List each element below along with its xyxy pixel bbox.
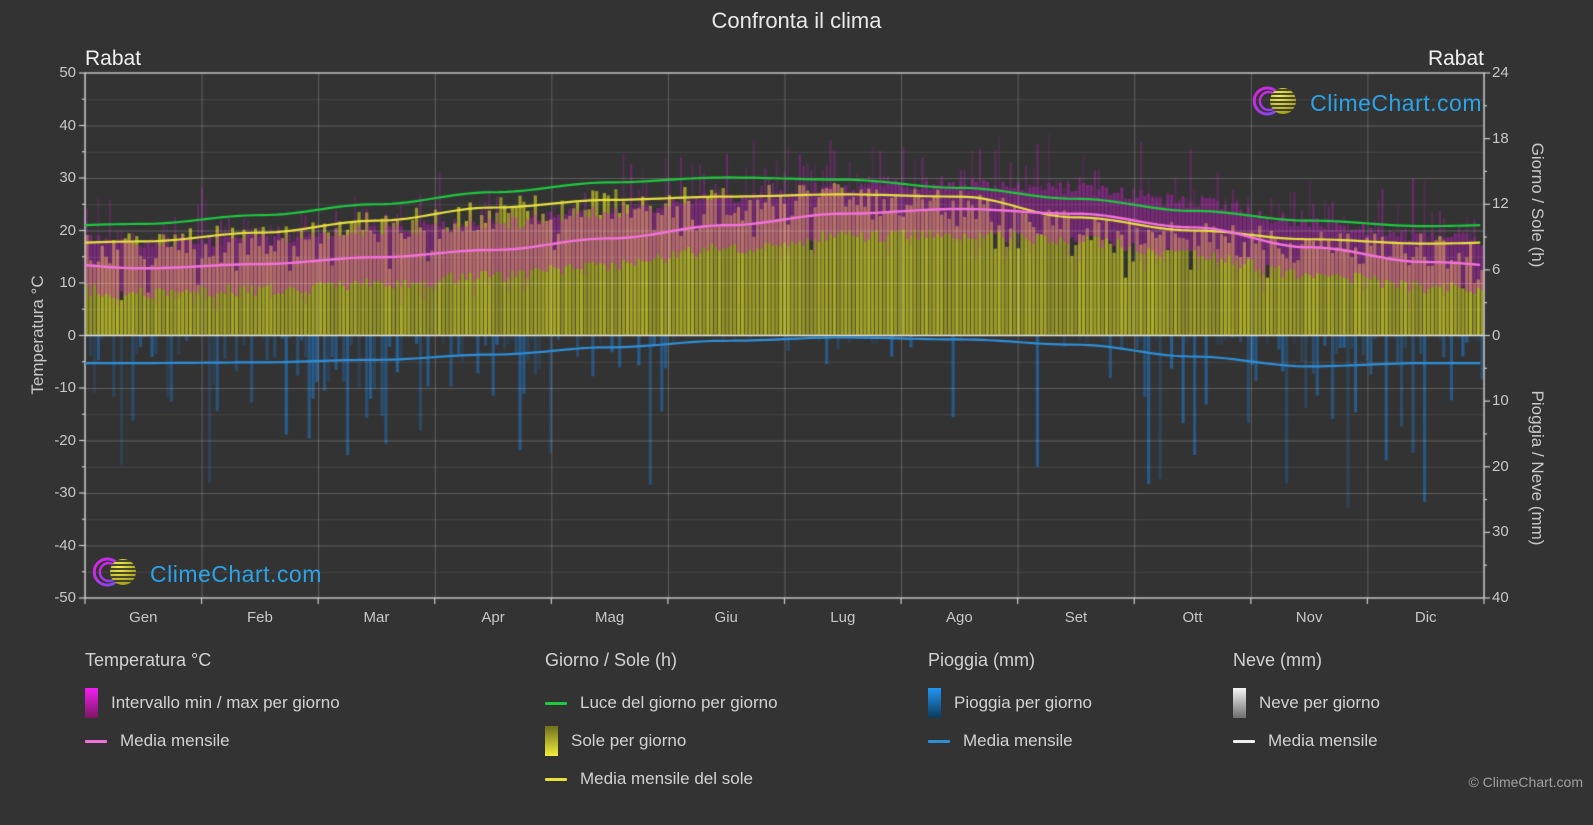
legend-group-title: Pioggia (mm) <box>928 650 1036 670</box>
y-tick-temperature: 0 <box>67 326 76 344</box>
legend-item: Media mensile <box>928 722 1092 760</box>
legend-item-label: Media mensile <box>963 731 1073 750</box>
y-tick-temperature: 50 <box>59 64 76 81</box>
legend-swatch-line <box>545 777 567 781</box>
legend-group: Neve (mm) Neve per giorno Media mensile <box>1233 650 1380 760</box>
y-tick-temperature: -10 <box>54 379 76 396</box>
y-axis-label-day-sun: Giorno / Sole (h) <box>1528 142 1547 268</box>
x-tick-month: Feb <box>246 609 273 626</box>
legend-group-title: Giorno / Sole (h) <box>545 650 678 670</box>
y-tick-rain-snow: 30 <box>1492 523 1509 541</box>
legend-swatch-line <box>1233 739 1255 743</box>
legend-swatch-gradient <box>928 688 941 718</box>
legend-group-title: Neve (mm) <box>1233 650 1322 670</box>
x-tick-month: Lug <box>830 609 856 626</box>
climechart-logo-icon <box>92 553 141 596</box>
x-tick-month: Mag <box>595 609 625 626</box>
legend-item-label: Neve per giorno <box>1259 693 1380 712</box>
legend-swatch-gradient <box>85 688 98 718</box>
climechart-logo-svg <box>1252 86 1297 116</box>
legend-item-label: Media mensile del sole <box>580 769 753 788</box>
watermark-text: ClimeChart.com <box>1310 90 1482 116</box>
y-tick-rain-snow: 40 <box>1492 589 1509 606</box>
legend-item: Luce del giorno per giorno <box>545 684 778 722</box>
y-tick-temperature: -50 <box>54 589 76 606</box>
legend-item: Sole per giorno <box>545 722 778 760</box>
climate-chart-canvas <box>77 65 1492 606</box>
legend-group: Giorno / Sole (h) Luce del giorno per gio… <box>545 650 778 798</box>
legend-item: Neve per giorno <box>1233 684 1380 722</box>
legend-group-title: Temperatura °C <box>85 650 212 670</box>
legend-group: Pioggia (mm) Pioggia per giorno Media mens… <box>928 650 1092 760</box>
legend-item: Pioggia per giorno <box>928 684 1092 722</box>
legend-swatch-gradient <box>545 726 558 756</box>
legend-swatch-line <box>545 701 567 705</box>
legend-swatch-gradient <box>1233 688 1246 718</box>
legend-item-label: Sole per giorno <box>571 731 687 750</box>
y-tick-rain-snow: 10 <box>1492 392 1509 410</box>
y-tick-temperature: 40 <box>59 116 76 134</box>
y-axis-label-rain-snow: Pioggia / Neve (mm) <box>1528 390 1547 546</box>
y-tick-temperature: 20 <box>59 221 76 239</box>
x-tick-month: Giu <box>714 609 738 626</box>
location-label-left: Rabat <box>85 47 142 70</box>
legend-item: Media mensile del sole <box>545 760 778 798</box>
y-tick-day-sun: 24 <box>1492 64 1509 81</box>
legend-item-label: Media mensile <box>120 731 230 750</box>
y-tick-temperature: -30 <box>54 484 76 501</box>
y-tick-temperature: 10 <box>59 274 76 291</box>
x-tick-month: Ago <box>946 609 973 626</box>
y-tick-day-sun: 12 <box>1492 195 1509 213</box>
x-tick-month: Ott <box>1182 609 1203 626</box>
legend-swatch-line <box>928 739 950 743</box>
watermark-top-right: ClimeChart.com <box>1252 82 1482 125</box>
x-tick-month: Dic <box>1414 609 1437 626</box>
legend-item: Media mensile <box>1233 722 1380 760</box>
legend-group: Temperatura °C Intervallo min / max per g… <box>85 650 340 760</box>
page-title: Confronta il clima <box>711 8 882 33</box>
x-tick-month: Gen <box>129 609 158 626</box>
y-tick-day-sun: 6 <box>1492 260 1501 278</box>
y-tick-day-sun: 0 <box>1492 326 1501 344</box>
copyright-note: © ClimeChart.com <box>1468 774 1583 790</box>
climechart-logo-icon <box>1252 82 1301 125</box>
x-tick-month: Mar <box>363 609 390 626</box>
legend-item: Media mensile <box>85 722 340 760</box>
x-tick-month: Nov <box>1295 609 1323 626</box>
watermark-bottom-left: ClimeChart.com <box>92 553 322 596</box>
x-tick-month: Apr <box>481 609 505 626</box>
y-axis-label-temperature: Temperatura °C <box>28 275 47 395</box>
legend-item-label: Intervallo min / max per giorno <box>111 693 340 712</box>
watermark-text: ClimeChart.com <box>150 561 322 587</box>
x-tick-month: Set <box>1064 609 1088 626</box>
legend-item-label: Luce del giorno per giorno <box>580 693 778 712</box>
legend-item-label: Media mensile <box>1268 731 1378 750</box>
location-label-right: Rabat <box>1427 47 1484 70</box>
legend-item-label: Pioggia per giorno <box>954 693 1092 712</box>
climechart-logo-svg <box>92 557 136 587</box>
y-tick-temperature: -40 <box>54 536 76 554</box>
y-tick-temperature: -20 <box>54 431 76 449</box>
y-tick-temperature: 30 <box>59 169 76 186</box>
legend-swatch-line <box>85 739 107 743</box>
y-tick-day-sun: 18 <box>1492 129 1509 147</box>
legend-item: Intervallo min / max per giorno <box>85 684 340 722</box>
y-tick-rain-snow: 20 <box>1492 457 1509 475</box>
